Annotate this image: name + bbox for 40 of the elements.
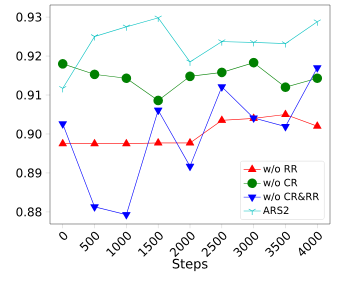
point bbox=[58, 138, 67, 146]
y-tick-label: 0.93 bbox=[16, 12, 42, 22]
point bbox=[250, 40, 258, 47]
point bbox=[122, 24, 130, 32]
x-tick-label: 500 bbox=[79, 232, 100, 252]
point bbox=[153, 96, 163, 106]
point bbox=[58, 59, 68, 69]
point bbox=[186, 60, 194, 66]
legend-label: ARS2 bbox=[263, 206, 288, 214]
point bbox=[281, 110, 290, 118]
y-tick-label: 0.90 bbox=[16, 129, 42, 139]
point bbox=[218, 84, 226, 92]
point bbox=[185, 72, 195, 82]
point bbox=[154, 138, 162, 146]
point bbox=[313, 121, 322, 129]
x-tick-label: 0 bbox=[59, 232, 68, 240]
point bbox=[280, 82, 290, 92]
point bbox=[282, 41, 290, 48]
y-tick-label: 0.92 bbox=[16, 52, 42, 61]
point bbox=[218, 116, 226, 123]
point bbox=[186, 138, 194, 146]
point bbox=[90, 138, 99, 146]
point bbox=[90, 70, 100, 80]
point bbox=[217, 68, 227, 78]
point bbox=[313, 65, 322, 73]
y-tick-label: 0.88 bbox=[16, 207, 42, 216]
point bbox=[154, 16, 162, 22]
point bbox=[154, 108, 162, 115]
point bbox=[122, 73, 132, 84]
legend-label: w/o RR bbox=[263, 165, 298, 174]
point bbox=[312, 73, 322, 84]
y-tick-label: 0.89 bbox=[16, 168, 42, 178]
legend-label: w/o CR bbox=[263, 178, 298, 188]
legend-label: w/o CR&RR bbox=[263, 192, 319, 201]
y-tick-label: 0.91 bbox=[16, 90, 42, 100]
point bbox=[90, 34, 98, 41]
x-axis-title: Steps bbox=[172, 258, 208, 272]
point bbox=[248, 58, 258, 68]
point bbox=[218, 39, 226, 46]
point bbox=[122, 138, 131, 146]
